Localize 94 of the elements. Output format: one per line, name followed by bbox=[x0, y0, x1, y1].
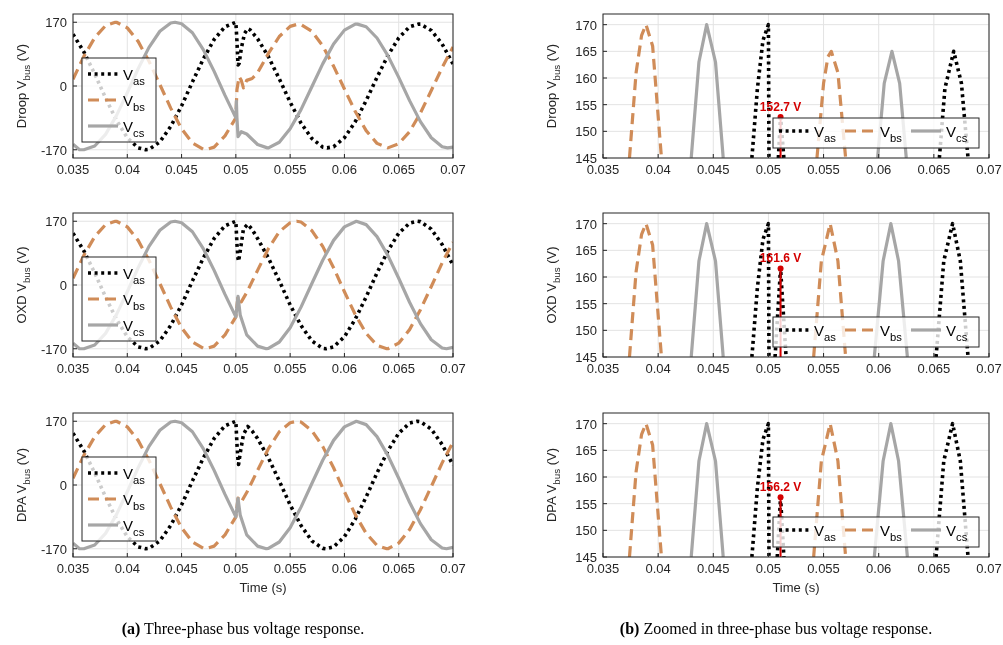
x-tick-label: 0.04 bbox=[645, 361, 671, 376]
x-tick-label: 0.055 bbox=[807, 561, 840, 576]
legend-label: V$_{bs}$ bbox=[123, 92, 146, 113]
legend-label: V$_{cs}$ bbox=[123, 317, 145, 338]
y-tick-label: 150 bbox=[575, 323, 597, 339]
x-tick-label: 0.065 bbox=[382, 561, 415, 576]
x-tick-label: 0.035 bbox=[56, 162, 90, 177]
x-tick-label: 0.04 bbox=[114, 162, 140, 177]
text: (b) Zoomed in three-phase bus voltage response. bbox=[619, 620, 933, 638]
legend-label: V$_{cs}$ bbox=[946, 322, 968, 343]
y-tick-label: 150 bbox=[575, 124, 597, 140]
y-tick-label: 170 bbox=[575, 416, 597, 432]
x-tick-label: 0.04 bbox=[114, 361, 140, 376]
y-tick-label: 170 bbox=[45, 214, 67, 230]
legend-label: V$_{bs}$ bbox=[880, 522, 903, 543]
x-axis-title: Time (s) bbox=[772, 580, 820, 595]
legend-label: V$_{cs}$ bbox=[123, 517, 145, 538]
x-tick-label: 0.06 bbox=[866, 162, 892, 177]
x-tick-label: 0.04 bbox=[645, 162, 671, 177]
x-tick-label: 0.045 bbox=[697, 361, 730, 376]
y-tick-label: -170 bbox=[40, 341, 67, 357]
legend-label: V$_{cs}$ bbox=[946, 522, 968, 543]
y-tick-label: 155 bbox=[575, 97, 597, 113]
x-tick-label: 0.065 bbox=[917, 162, 951, 177]
x-tick-label: 0.06 bbox=[331, 361, 358, 376]
y-tick-label: 160 bbox=[575, 71, 597, 86]
x-tick-label: 0.07 bbox=[440, 162, 466, 177]
legend-label: V$_{as}$ bbox=[814, 522, 837, 543]
legend-label: V$_{bs}$ bbox=[880, 123, 903, 144]
y-tick-label: 170 bbox=[575, 17, 597, 33]
x-tick-label: 0.055 bbox=[273, 361, 307, 376]
x-tick-label: 0.065 bbox=[382, 162, 415, 177]
legend-label: V$_{bs}$ bbox=[123, 491, 146, 512]
x-tick-label: 0.06 bbox=[866, 561, 892, 576]
x-tick-label: 0.06 bbox=[331, 162, 358, 177]
legend-label: V$_{as}$ bbox=[814, 123, 837, 144]
y-tick-label: 160 bbox=[575, 270, 597, 285]
y-tick-label: -170 bbox=[40, 541, 67, 557]
x-axis-title: Time (s) bbox=[239, 580, 287, 595]
y-tick-label: 170 bbox=[575, 216, 597, 232]
x-tick-label: 0.045 bbox=[165, 361, 198, 376]
legend-label: V$_{bs}$ bbox=[123, 291, 146, 312]
legend-label: V$_{as}$ bbox=[123, 265, 146, 286]
y-tick-label: 165 bbox=[575, 44, 597, 60]
y-tick-label: 170 bbox=[45, 15, 67, 31]
x-tick-label: 0.04 bbox=[114, 561, 140, 576]
x-tick-label: 0.065 bbox=[917, 361, 951, 376]
x-tick-label: 0.06 bbox=[866, 361, 892, 376]
x-tick-label: 0.06 bbox=[331, 561, 358, 576]
legend-label: V$_{as}$ bbox=[123, 66, 146, 87]
x-tick-label: 0.07 bbox=[440, 361, 466, 376]
x-tick-label: 0.035 bbox=[56, 361, 90, 376]
text: (a) Three-phase bus voltage response. bbox=[121, 620, 365, 638]
x-tick-label: 0.05 bbox=[223, 361, 249, 376]
x-tick-label: 0.07 bbox=[976, 561, 1002, 576]
x-tick-label: 0.055 bbox=[273, 561, 307, 576]
x-tick-label: 0.05 bbox=[755, 561, 782, 576]
legend-label: V$_{bs}$ bbox=[880, 322, 903, 343]
y-tick-label: 165 bbox=[575, 443, 597, 459]
x-tick-label: 0.07 bbox=[976, 162, 1002, 177]
y-tick-label: 155 bbox=[575, 296, 597, 312]
y-tick-label: 155 bbox=[575, 496, 597, 512]
x-tick-label: 0.045 bbox=[697, 162, 730, 177]
x-tick-label: 0.045 bbox=[165, 561, 198, 576]
legend-label: V$_{as}$ bbox=[814, 322, 837, 343]
x-tick-label: 0.035 bbox=[56, 561, 90, 576]
legend-label: V$_{cs}$ bbox=[123, 118, 145, 139]
y-tick-label: 0 bbox=[59, 79, 67, 94]
x-tick-label: 0.055 bbox=[807, 361, 840, 376]
data-label: 156.2 V bbox=[759, 480, 802, 495]
data-label: 152.7 V bbox=[759, 99, 802, 114]
legend-label: V$_{cs}$ bbox=[946, 123, 968, 144]
x-tick-label: 0.04 bbox=[645, 561, 671, 576]
x-tick-label: 0.05 bbox=[755, 162, 782, 177]
y-tick-label: 150 bbox=[575, 523, 597, 539]
x-tick-label: 0.05 bbox=[223, 162, 249, 177]
y-tick-label: 0 bbox=[59, 278, 67, 293]
y-tick-label: 160 bbox=[575, 470, 597, 485]
x-tick-label: 0.045 bbox=[165, 162, 198, 177]
y-tick-label: 165 bbox=[575, 243, 597, 259]
data-label: 161.6 V bbox=[759, 251, 802, 266]
x-tick-label: 0.07 bbox=[976, 361, 1002, 376]
x-tick-label: 0.05 bbox=[223, 561, 249, 576]
y-tick-label: 170 bbox=[45, 414, 67, 430]
x-tick-label: 0.055 bbox=[807, 162, 840, 177]
legend-label: V$_{as}$ bbox=[123, 465, 146, 486]
x-tick-label: 0.045 bbox=[697, 561, 730, 576]
x-tick-label: 0.065 bbox=[382, 361, 415, 376]
y-tick-label: -170 bbox=[40, 142, 67, 158]
x-tick-label: 0.055 bbox=[273, 162, 307, 177]
x-tick-label: 0.07 bbox=[440, 561, 466, 576]
x-tick-label: 0.065 bbox=[917, 561, 951, 576]
y-tick-label: 0 bbox=[59, 478, 67, 493]
x-tick-label: 0.05 bbox=[755, 361, 782, 376]
